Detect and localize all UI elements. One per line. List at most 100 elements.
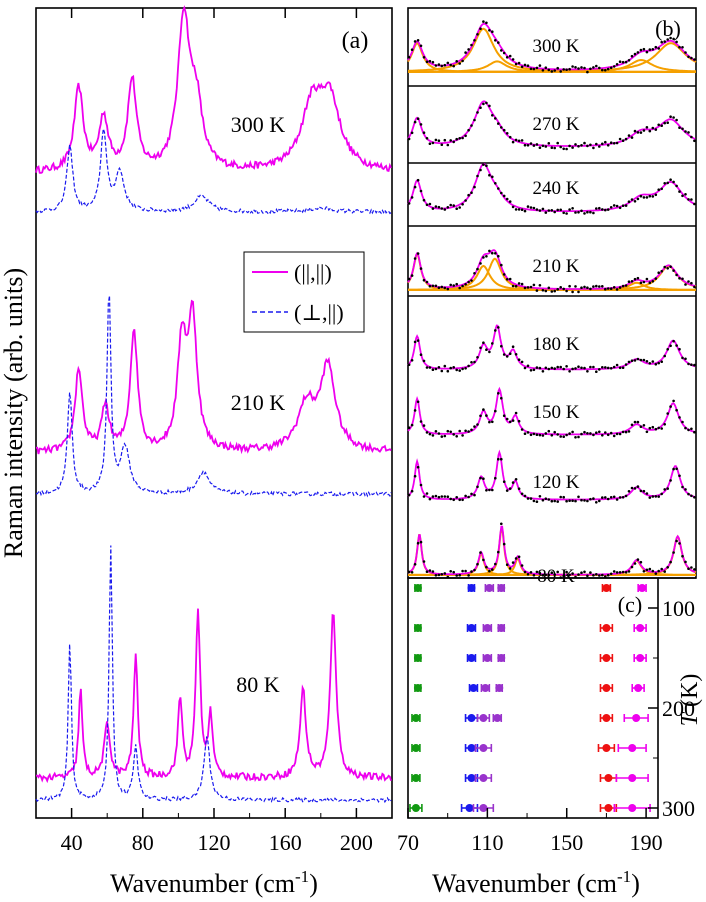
data-point [467, 495, 470, 499]
data-point [574, 436, 577, 439]
x-tick-label: 110 [471, 830, 503, 855]
data-point [491, 568, 494, 571]
data-point [413, 684, 422, 692]
data-point [669, 405, 672, 408]
data-point [434, 430, 438, 433]
data-point [434, 494, 438, 498]
data-point [639, 560, 643, 564]
data-point [559, 435, 562, 438]
data-point [577, 211, 580, 214]
data-point [508, 487, 512, 490]
data-point [508, 135, 512, 139]
data-point [494, 117, 497, 120]
data-point [437, 495, 441, 499]
data-point [538, 146, 542, 149]
fit-curve-270K [407, 100, 696, 147]
panel-c-points [409, 584, 651, 812]
data-point [443, 286, 447, 290]
data-point [538, 64, 542, 67]
data-point [601, 285, 604, 288]
data-point [660, 40, 663, 44]
data-point [633, 277, 637, 281]
data-point [574, 66, 577, 69]
data-point [633, 562, 637, 565]
data-point [455, 282, 459, 286]
data-point [452, 433, 456, 436]
data-point [476, 33, 479, 36]
data-point [502, 273, 506, 276]
data-point [687, 492, 690, 496]
data-point [446, 495, 450, 499]
data-point [470, 492, 473, 496]
data-point [500, 457, 503, 461]
data-point [455, 60, 459, 63]
data-point [663, 182, 666, 185]
data-point [495, 684, 504, 692]
data-point [657, 569, 660, 573]
data-point [604, 366, 607, 369]
data-point [675, 118, 678, 122]
data-point [547, 573, 551, 577]
data-point [654, 277, 658, 280]
data-point [574, 499, 577, 503]
data-point [514, 208, 518, 211]
data-point [541, 574, 545, 577]
data-point [598, 499, 601, 503]
data-point [604, 575, 607, 578]
data-point [541, 288, 545, 292]
data-point [526, 573, 530, 576]
data-point [419, 483, 423, 487]
data-point [482, 102, 485, 106]
data-point [497, 392, 500, 395]
data-point [681, 277, 684, 281]
data-point [508, 277, 512, 281]
data-point [431, 495, 435, 498]
data-point [497, 457, 500, 461]
data-point [618, 496, 622, 499]
data-point [523, 494, 527, 498]
data-point [598, 206, 601, 210]
data-point [657, 47, 660, 50]
data-point [675, 273, 678, 277]
data-point [520, 65, 524, 69]
data-point [473, 568, 476, 572]
data-point [628, 744, 637, 752]
data-point [508, 352, 512, 356]
data-point [639, 425, 643, 429]
data-point [571, 290, 574, 294]
data-point [583, 366, 586, 370]
data-point [621, 139, 625, 142]
data-point [410, 571, 414, 574]
data-point [446, 61, 450, 65]
data-point [681, 356, 684, 360]
data-point [411, 744, 420, 752]
data-point [675, 184, 678, 188]
data-point [559, 208, 562, 212]
data-point [606, 208, 610, 211]
data-point [473, 185, 476, 189]
data-point [550, 434, 554, 437]
data-point [458, 498, 462, 502]
data-point [416, 339, 420, 342]
data-point [651, 280, 655, 283]
data-point [529, 497, 533, 500]
data-point [464, 367, 467, 370]
data-point [529, 369, 533, 372]
data-point [642, 358, 646, 362]
data-point [523, 143, 527, 147]
data-point [491, 251, 494, 255]
data-point [514, 557, 518, 560]
data-point [595, 431, 598, 435]
data-point [425, 366, 429, 369]
data-point [672, 339, 675, 343]
data-point [639, 281, 643, 285]
data-point [467, 654, 476, 662]
temp-label-b: 150 K [533, 402, 580, 423]
data-point [654, 495, 658, 498]
data-point [606, 497, 610, 501]
data-point [675, 539, 678, 543]
data-point [410, 196, 414, 199]
data-point [687, 280, 690, 283]
data-point [497, 550, 500, 554]
data-point [467, 128, 470, 132]
